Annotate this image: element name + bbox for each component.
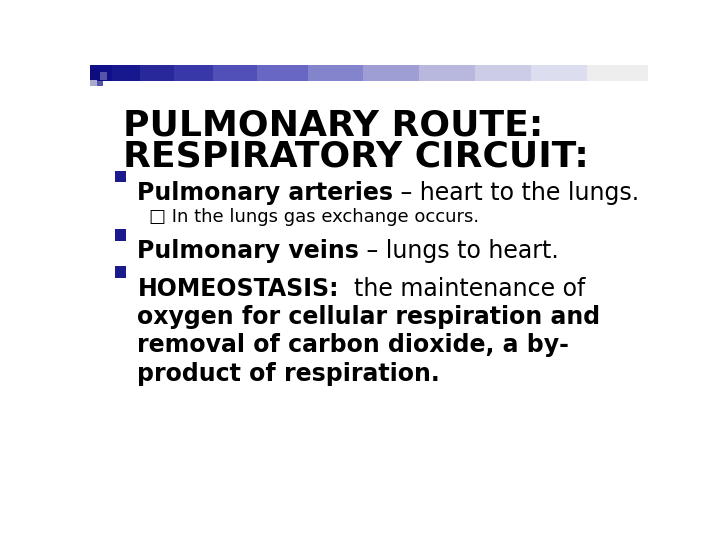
Text: RESPIRATORY CIRCUIT:: RESPIRATORY CIRCUIT: (124, 140, 589, 174)
Text: Pulmonary veins: Pulmonary veins (138, 239, 359, 264)
Bar (112, 65, 140, 82)
Bar (419, 65, 475, 82)
Bar (115, 229, 126, 241)
Text: HOMEOSTASIS:: HOMEOSTASIS: (138, 277, 339, 301)
Text: product of respiration.: product of respiration. (138, 362, 440, 386)
Text: □ In the lungs gas exchange occurs.: □ In the lungs gas exchange occurs. (148, 208, 479, 226)
Text: removal of carbon dioxide, a by-: removal of carbon dioxide, a by- (138, 333, 570, 357)
Bar (90, 80, 97, 86)
Text: oxygen for cellular respiration and: oxygen for cellular respiration and (138, 305, 600, 329)
Text: Pulmonary arteries: Pulmonary arteries (138, 181, 393, 205)
Bar (587, 65, 648, 82)
Text: PULMONARY ROUTE:: PULMONARY ROUTE: (124, 109, 544, 143)
Bar (475, 65, 531, 82)
Bar (115, 266, 126, 278)
Bar (258, 65, 307, 82)
Bar (531, 65, 587, 82)
Text: – heart to the lungs.: – heart to the lungs. (393, 181, 639, 205)
Bar (213, 65, 258, 82)
Bar (97, 82, 103, 86)
Bar (140, 65, 174, 82)
Text: – lungs to heart.: – lungs to heart. (359, 239, 559, 264)
Bar (307, 65, 364, 82)
Bar (115, 171, 126, 183)
Bar (364, 65, 419, 82)
Bar (90, 65, 112, 82)
Bar (100, 72, 107, 80)
Text: the maintenance of: the maintenance of (339, 277, 585, 301)
Bar (90, 69, 100, 80)
Bar (174, 65, 213, 82)
